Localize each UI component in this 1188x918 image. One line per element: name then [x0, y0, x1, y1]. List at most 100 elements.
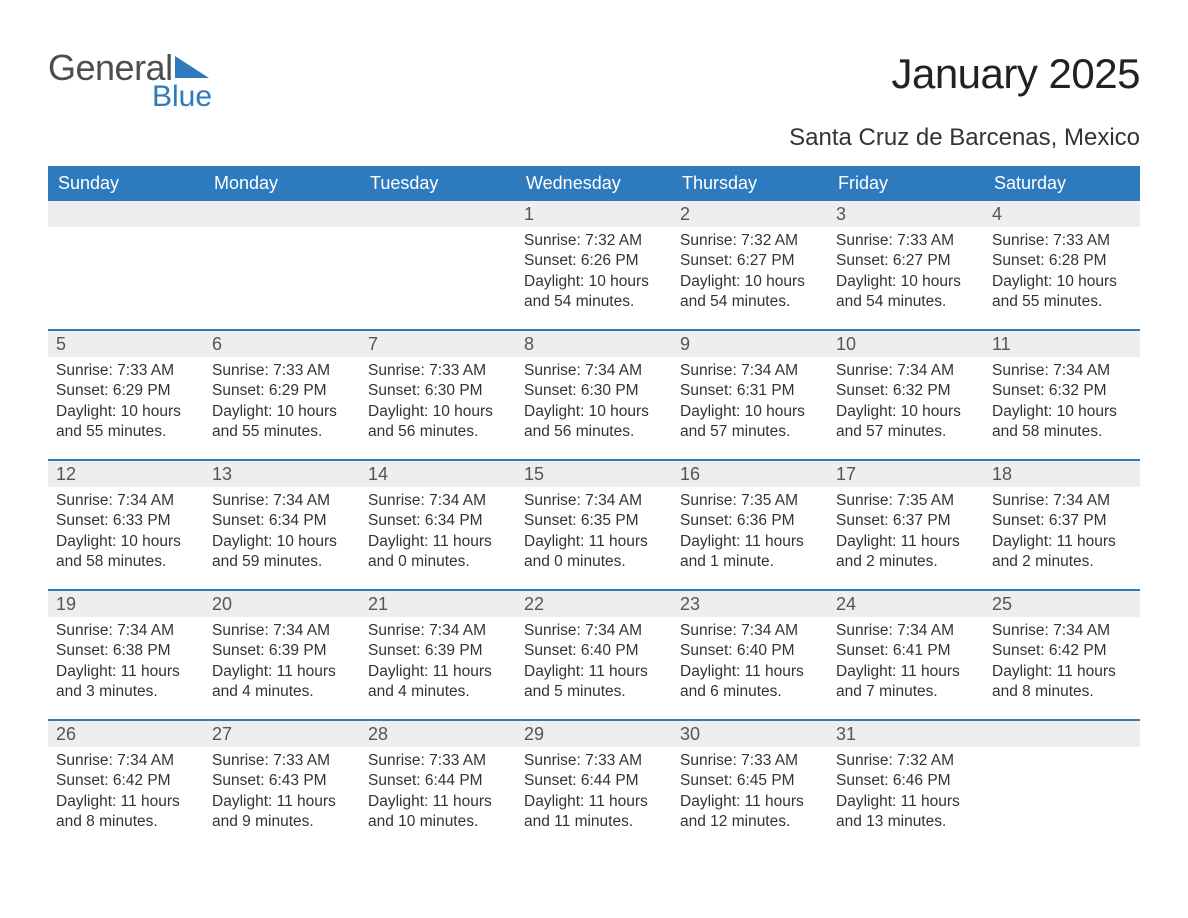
calendar-day-cell: 28Sunrise: 7:33 AMSunset: 6:44 PMDayligh…	[360, 721, 516, 849]
calendar-day-cell: 25Sunrise: 7:34 AMSunset: 6:42 PMDayligh…	[984, 591, 1140, 719]
day-body: Sunrise: 7:34 AMSunset: 6:39 PMDaylight:…	[360, 617, 516, 711]
sunrise-text: Sunrise: 7:35 AM	[680, 491, 820, 511]
day-body: Sunrise: 7:33 AMSunset: 6:27 PMDaylight:…	[828, 227, 984, 321]
day-body: Sunrise: 7:33 AMSunset: 6:43 PMDaylight:…	[204, 747, 360, 841]
day-body: Sunrise: 7:34 AMSunset: 6:42 PMDaylight:…	[48, 747, 204, 841]
sunset-text: Sunset: 6:43 PM	[212, 771, 352, 791]
calendar-day-cell: 29Sunrise: 7:33 AMSunset: 6:44 PMDayligh…	[516, 721, 672, 849]
daylight-text-1: Daylight: 11 hours	[56, 662, 196, 682]
day-body: Sunrise: 7:34 AMSunset: 6:34 PMDaylight:…	[360, 487, 516, 581]
daylight-text-1: Daylight: 10 hours	[368, 402, 508, 422]
calendar-day-cell: 13Sunrise: 7:34 AMSunset: 6:34 PMDayligh…	[204, 461, 360, 589]
day-number: 18	[984, 461, 1140, 487]
daylight-text-2: and 3 minutes.	[56, 682, 196, 702]
calendar-day-cell: 8Sunrise: 7:34 AMSunset: 6:30 PMDaylight…	[516, 331, 672, 459]
sunset-text: Sunset: 6:46 PM	[836, 771, 976, 791]
daylight-text-1: Daylight: 11 hours	[836, 792, 976, 812]
calendar-day-cell: 20Sunrise: 7:34 AMSunset: 6:39 PMDayligh…	[204, 591, 360, 719]
day-body: Sunrise: 7:33 AMSunset: 6:44 PMDaylight:…	[360, 747, 516, 841]
calendar-day-cell: 23Sunrise: 7:34 AMSunset: 6:40 PMDayligh…	[672, 591, 828, 719]
daylight-text-1: Daylight: 11 hours	[212, 792, 352, 812]
sunrise-text: Sunrise: 7:34 AM	[56, 491, 196, 511]
daylight-text-2: and 8 minutes.	[992, 682, 1132, 702]
sunset-text: Sunset: 6:44 PM	[524, 771, 664, 791]
sunset-text: Sunset: 6:35 PM	[524, 511, 664, 531]
day-body: Sunrise: 7:34 AMSunset: 6:34 PMDaylight:…	[204, 487, 360, 581]
sunrise-text: Sunrise: 7:33 AM	[836, 231, 976, 251]
day-number: 17	[828, 461, 984, 487]
calendar-week-row: 5Sunrise: 7:33 AMSunset: 6:29 PMDaylight…	[48, 329, 1140, 459]
day-body: Sunrise: 7:32 AMSunset: 6:27 PMDaylight:…	[672, 227, 828, 321]
daylight-text-1: Daylight: 11 hours	[680, 532, 820, 552]
daylight-text-2: and 59 minutes.	[212, 552, 352, 572]
sunrise-text: Sunrise: 7:33 AM	[368, 361, 508, 381]
calendar-week-row: 12Sunrise: 7:34 AMSunset: 6:33 PMDayligh…	[48, 459, 1140, 589]
sunrise-text: Sunrise: 7:33 AM	[992, 231, 1132, 251]
sunrise-text: Sunrise: 7:34 AM	[56, 751, 196, 771]
sunrise-text: Sunrise: 7:34 AM	[368, 621, 508, 641]
sunrise-text: Sunrise: 7:34 AM	[524, 361, 664, 381]
day-body	[204, 227, 360, 239]
sunrise-text: Sunrise: 7:33 AM	[368, 751, 508, 771]
day-number: 19	[48, 591, 204, 617]
daylight-text-1: Daylight: 11 hours	[368, 532, 508, 552]
day-number: 12	[48, 461, 204, 487]
daylight-text-2: and 2 minutes.	[992, 552, 1132, 572]
day-header-tue: Tuesday	[360, 166, 516, 201]
sunrise-text: Sunrise: 7:33 AM	[56, 361, 196, 381]
daylight-text-2: and 1 minute.	[680, 552, 820, 572]
daylight-text-2: and 58 minutes.	[992, 422, 1132, 442]
daylight-text-2: and 11 minutes.	[524, 812, 664, 832]
day-number	[984, 721, 1140, 747]
sunset-text: Sunset: 6:29 PM	[212, 381, 352, 401]
daylight-text-1: Daylight: 11 hours	[368, 792, 508, 812]
sunrise-text: Sunrise: 7:33 AM	[212, 751, 352, 771]
sunrise-text: Sunrise: 7:34 AM	[212, 621, 352, 641]
day-number: 26	[48, 721, 204, 747]
calendar-day-cell: 6Sunrise: 7:33 AMSunset: 6:29 PMDaylight…	[204, 331, 360, 459]
day-number: 5	[48, 331, 204, 357]
daylight-text-1: Daylight: 11 hours	[524, 532, 664, 552]
calendar-day-cell	[984, 721, 1140, 849]
daylight-text-1: Daylight: 11 hours	[992, 662, 1132, 682]
sunrise-text: Sunrise: 7:34 AM	[212, 491, 352, 511]
day-number: 3	[828, 201, 984, 227]
day-body: Sunrise: 7:34 AMSunset: 6:32 PMDaylight:…	[984, 357, 1140, 451]
daylight-text-2: and 55 minutes.	[212, 422, 352, 442]
day-number: 28	[360, 721, 516, 747]
day-body: Sunrise: 7:34 AMSunset: 6:41 PMDaylight:…	[828, 617, 984, 711]
daylight-text-1: Daylight: 10 hours	[680, 272, 820, 292]
sunset-text: Sunset: 6:28 PM	[992, 251, 1132, 271]
sunrise-text: Sunrise: 7:32 AM	[680, 231, 820, 251]
sunset-text: Sunset: 6:44 PM	[368, 771, 508, 791]
sunset-text: Sunset: 6:27 PM	[836, 251, 976, 271]
location-subtitle: Santa Cruz de Barcenas, Mexico	[48, 124, 1140, 152]
daylight-text-2: and 4 minutes.	[212, 682, 352, 702]
daylight-text-2: and 7 minutes.	[836, 682, 976, 702]
day-body: Sunrise: 7:34 AMSunset: 6:40 PMDaylight:…	[516, 617, 672, 711]
day-number: 23	[672, 591, 828, 617]
daylight-text-2: and 9 minutes.	[212, 812, 352, 832]
sunset-text: Sunset: 6:40 PM	[524, 641, 664, 661]
day-body: Sunrise: 7:33 AMSunset: 6:29 PMDaylight:…	[204, 357, 360, 451]
calendar-day-cell: 11Sunrise: 7:34 AMSunset: 6:32 PMDayligh…	[984, 331, 1140, 459]
sunset-text: Sunset: 6:34 PM	[368, 511, 508, 531]
calendar: Sunday Monday Tuesday Wednesday Thursday…	[48, 166, 1140, 849]
day-number: 29	[516, 721, 672, 747]
sunset-text: Sunset: 6:26 PM	[524, 251, 664, 271]
daylight-text-2: and 8 minutes.	[56, 812, 196, 832]
day-body: Sunrise: 7:32 AMSunset: 6:46 PMDaylight:…	[828, 747, 984, 841]
sunset-text: Sunset: 6:36 PM	[680, 511, 820, 531]
calendar-day-cell: 12Sunrise: 7:34 AMSunset: 6:33 PMDayligh…	[48, 461, 204, 589]
day-number: 6	[204, 331, 360, 357]
calendar-day-cell	[48, 201, 204, 329]
calendar-day-cell: 26Sunrise: 7:34 AMSunset: 6:42 PMDayligh…	[48, 721, 204, 849]
day-number: 14	[360, 461, 516, 487]
day-number: 24	[828, 591, 984, 617]
logo-triangle-icon	[175, 56, 209, 82]
calendar-day-cell: 9Sunrise: 7:34 AMSunset: 6:31 PMDaylight…	[672, 331, 828, 459]
day-body	[48, 227, 204, 239]
day-body: Sunrise: 7:34 AMSunset: 6:40 PMDaylight:…	[672, 617, 828, 711]
day-number: 13	[204, 461, 360, 487]
daylight-text-1: Daylight: 11 hours	[680, 792, 820, 812]
